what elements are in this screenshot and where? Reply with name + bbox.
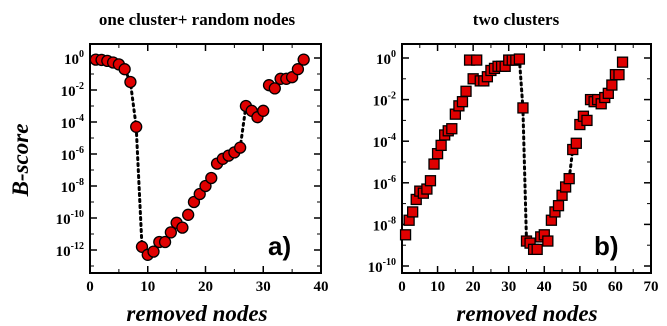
data-point [164, 226, 178, 239]
x-tick-label: 10 [430, 279, 445, 295]
data-point [581, 114, 593, 127]
data-point [552, 200, 565, 212]
y-tick-label: 10-2 [373, 91, 396, 110]
panel-b-markers [399, 53, 629, 256]
x-tick-label: 50 [572, 279, 587, 295]
y-tick-label: 10-6 [61, 145, 84, 164]
y-tick-label: 10-4 [61, 113, 84, 132]
data-point [435, 139, 447, 152]
panel-b: two clusters removed nodes b) 0 10 20 30 40 5… [368, 10, 659, 326]
y-tick-label: 10-10 [56, 209, 84, 228]
y-tick-label: 10-8 [373, 215, 396, 234]
data-point [471, 54, 483, 66]
panel-b-ticks: 0 10 20 30 40 50 60 70 100 10-2 10-4 10-6 10-8 10-10 [368, 44, 659, 295]
y-tick-label: 10-4 [373, 132, 396, 151]
data-point [291, 63, 305, 76]
panel-a-x-label: removed nodes [126, 301, 267, 326]
x-tick-label: 60 [608, 279, 623, 295]
x-tick-label: 70 [644, 279, 659, 295]
data-point [613, 68, 625, 81]
y-tick-label: 100 [376, 49, 396, 68]
y-tick-label: 100 [64, 49, 84, 68]
panel-a: one cluster+ random nodes removed nodes … [8, 10, 329, 326]
panel-b-x-label: removed nodes [456, 301, 597, 326]
y-tick-label: 10-10 [368, 257, 396, 276]
data-point [130, 120, 143, 133]
x-tick-label: 20 [466, 279, 481, 295]
panel-a-ticks: 0 10 20 30 40 100 10-2 10-4 10-6 10-8 10-10 10-12 [56, 44, 329, 295]
panel-b-title: two clusters [473, 10, 560, 29]
data-point [517, 102, 529, 114]
data-point [407, 206, 419, 218]
data-point [570, 137, 582, 149]
x-tick-label: 10 [140, 279, 155, 295]
y-tick-label: 10-2 [61, 81, 84, 100]
data-point [616, 56, 629, 68]
data-point [233, 141, 247, 154]
data-point [205, 171, 218, 185]
data-point [513, 53, 526, 65]
dotted-connector [517, 57, 528, 243]
data-point [424, 175, 437, 187]
data-point [147, 245, 160, 258]
panel-a-label: a) [268, 231, 291, 261]
data-point [182, 208, 195, 221]
panel-a-markers [89, 53, 310, 261]
panel-a-title: one cluster+ random nodes [99, 10, 296, 29]
data-point [297, 53, 310, 66]
y-tick-label: 10-12 [56, 241, 84, 260]
data-point [399, 229, 412, 241]
data-point [124, 75, 137, 89]
dotted-connector [123, 67, 144, 249]
panel-b-label: b) [594, 231, 619, 261]
y-tick-label: 10-8 [61, 177, 84, 196]
data-point [428, 158, 440, 170]
x-tick-label: 40 [314, 279, 329, 295]
panel-a-y-label: B-score [8, 124, 33, 198]
data-point [268, 82, 281, 95]
y-tick-label: 10-6 [373, 174, 396, 193]
data-point [456, 96, 469, 108]
data-point [531, 243, 543, 256]
x-tick-label: 20 [198, 279, 213, 295]
data-point [606, 79, 618, 91]
data-point [446, 123, 458, 135]
x-tick-label: 0 [398, 279, 406, 295]
data-point [118, 63, 131, 76]
data-point [158, 235, 172, 249]
x-tick-label: 0 [86, 279, 94, 295]
data-point [542, 235, 554, 247]
x-tick-label: 30 [256, 279, 271, 295]
x-tick-label: 30 [501, 279, 516, 295]
x-tick-label: 40 [537, 279, 552, 295]
data-point [563, 172, 575, 185]
data-point [257, 104, 270, 117]
data-point [176, 221, 189, 234]
data-point [460, 85, 472, 97]
